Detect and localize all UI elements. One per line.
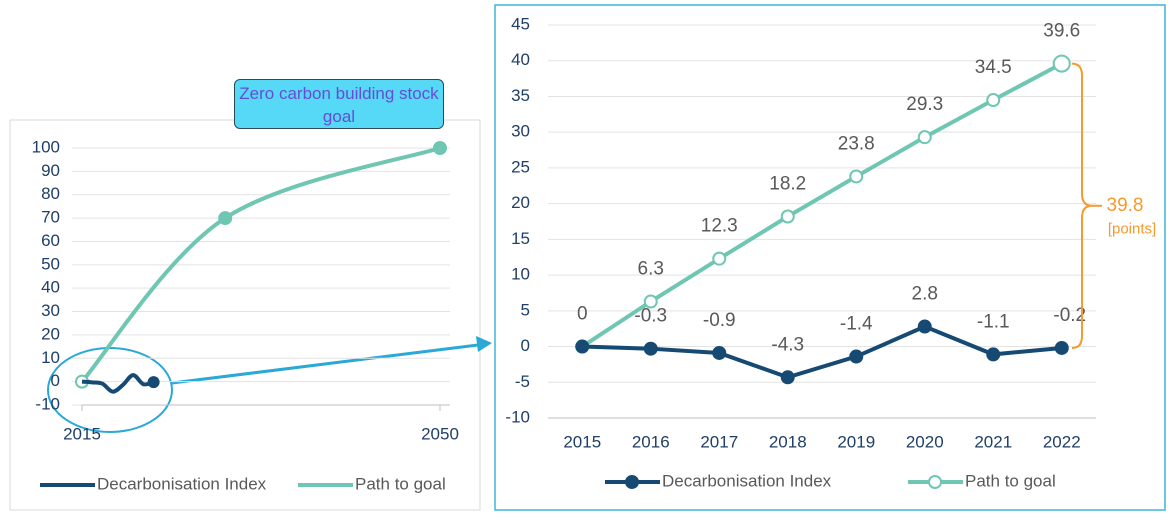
x-tick-label: 2015 bbox=[63, 424, 101, 443]
y-tick-label: 60 bbox=[41, 231, 60, 250]
y-tick-label: 10 bbox=[511, 265, 530, 284]
series-marker bbox=[712, 251, 727, 266]
annotation-value: 39.8 bbox=[1107, 195, 1144, 216]
y-tick-label: 100 bbox=[32, 137, 60, 156]
series-line bbox=[581, 61, 1063, 349]
data-label: -0.2 bbox=[1053, 305, 1086, 326]
y-tick-label: 40 bbox=[511, 50, 530, 69]
legend-label: Path to goal bbox=[965, 471, 1056, 490]
x-tick-label: 2017 bbox=[700, 432, 738, 451]
legend-marker bbox=[625, 475, 639, 489]
series-marker bbox=[917, 319, 932, 334]
data-label: 12.3 bbox=[701, 216, 738, 237]
annotation-unit: [points] bbox=[1108, 221, 1156, 238]
y-tick-label: 10 bbox=[41, 348, 60, 367]
y-tick-label: 45 bbox=[511, 14, 530, 33]
data-label: -1.1 bbox=[977, 311, 1010, 332]
data-label: 34.5 bbox=[975, 57, 1012, 78]
y-tick-label: -10 bbox=[35, 394, 60, 413]
series-marker bbox=[849, 349, 864, 364]
data-label: 2.8 bbox=[912, 284, 938, 305]
series-marker bbox=[1052, 54, 1071, 73]
path-to-goal-marker bbox=[433, 141, 447, 155]
callout: Zero carbon building stock goal bbox=[234, 79, 444, 129]
series-marker bbox=[712, 345, 727, 360]
x-tick-label: 2016 bbox=[632, 432, 670, 451]
y-tick-label: 0 bbox=[521, 336, 530, 355]
left-frame bbox=[9, 119, 481, 511]
x-tick-label: 2019 bbox=[837, 432, 875, 451]
index-line bbox=[81, 373, 155, 394]
y-tick-label: 0 bbox=[51, 371, 60, 390]
series-marker bbox=[643, 294, 658, 309]
y-tick-label: 15 bbox=[511, 229, 530, 248]
y-tick-label: 40 bbox=[41, 278, 60, 297]
series-marker bbox=[780, 370, 795, 385]
data-label: -0.3 bbox=[634, 306, 667, 327]
x-tick-label: 2021 bbox=[974, 432, 1012, 451]
series-line bbox=[582, 324, 1062, 380]
x-tick-label: 2020 bbox=[906, 432, 944, 451]
data-label: 18.2 bbox=[769, 174, 806, 195]
y-tick-label: 90 bbox=[41, 161, 60, 180]
y-tick-label: 5 bbox=[521, 300, 530, 319]
data-label: 23.8 bbox=[838, 133, 875, 154]
x-tick-label: 2015 bbox=[563, 432, 601, 451]
legend-marker bbox=[928, 475, 942, 489]
y-tick-label: -5 bbox=[515, 372, 530, 391]
x-tick-label: 2018 bbox=[769, 432, 807, 451]
y-tick-label: 70 bbox=[41, 208, 60, 227]
data-label: 0 bbox=[577, 304, 588, 325]
y-tick-label: -10 bbox=[505, 407, 530, 426]
right-frame bbox=[494, 4, 1166, 511]
series-marker bbox=[780, 209, 795, 224]
series-marker bbox=[986, 93, 1001, 108]
data-label: -1.4 bbox=[840, 314, 873, 335]
series-marker bbox=[643, 341, 658, 356]
y-tick-label: 35 bbox=[511, 86, 530, 105]
y-tick-label: 20 bbox=[511, 193, 530, 212]
series-marker bbox=[1054, 340, 1069, 355]
series-marker bbox=[917, 130, 932, 145]
y-tick-label: 50 bbox=[41, 254, 60, 273]
legend-label: Path to goal bbox=[355, 474, 446, 493]
arrow-head bbox=[476, 336, 492, 352]
y-tick-label: 30 bbox=[511, 122, 530, 141]
y-tick-label: 80 bbox=[41, 184, 60, 203]
legend-label: Decarbonisation Index bbox=[662, 471, 832, 490]
data-label: 6.3 bbox=[638, 259, 664, 280]
index-marker bbox=[147, 376, 160, 389]
series-marker bbox=[986, 347, 1001, 362]
data-label: -4.3 bbox=[771, 334, 804, 355]
x-tick-label: 2050 bbox=[421, 424, 459, 443]
y-tick-label: 30 bbox=[41, 301, 60, 320]
x-tick-label: 2022 bbox=[1043, 432, 1081, 451]
data-label: -0.9 bbox=[703, 310, 736, 331]
legend-label: Decarbonisation Index bbox=[97, 474, 267, 493]
series-marker bbox=[849, 169, 864, 184]
zoom-arrow bbox=[171, 343, 479, 385]
data-label: 39.6 bbox=[1043, 21, 1080, 42]
y-tick-label: 25 bbox=[511, 157, 530, 176]
data-label: 29.3 bbox=[906, 94, 943, 115]
path-to-goal-marker bbox=[218, 211, 233, 226]
y-tick-label: 20 bbox=[41, 324, 60, 343]
series-marker bbox=[575, 339, 590, 354]
